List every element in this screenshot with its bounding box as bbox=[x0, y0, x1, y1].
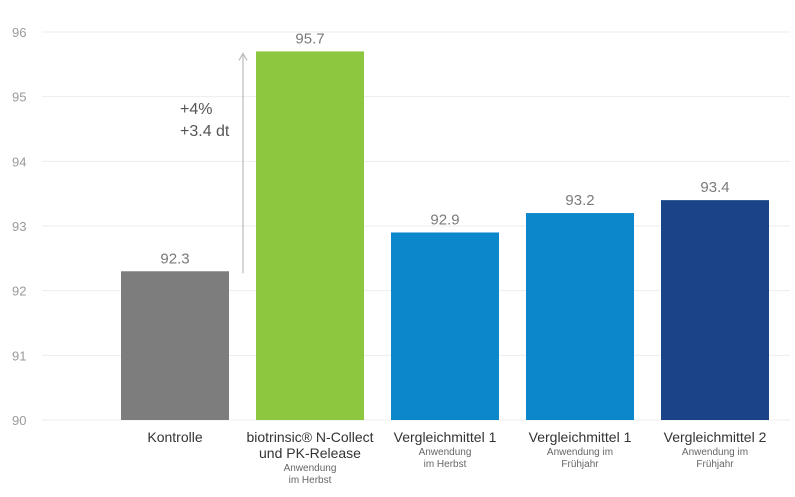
annotation: +4% +3.4 dt bbox=[180, 101, 230, 140]
bars bbox=[121, 51, 769, 421]
bar-0 bbox=[121, 271, 229, 420]
value-labels: 92.3 95.7 92.9 93.2 93.4 bbox=[160, 30, 729, 267]
annotation-line-0: +4% bbox=[180, 101, 212, 118]
category-sublabel-2-line-0: Anwendung bbox=[419, 447, 472, 458]
category-label-2-line-0: Vergleichmittel 1 bbox=[394, 429, 497, 445]
y-tick-label-0: 90 bbox=[12, 413, 26, 428]
category-sublabel-1-line-1: im Herbst bbox=[289, 475, 332, 486]
category-sublabel-1-line-0: Anwendung bbox=[284, 463, 337, 474]
category-label-4-line-0: Vergleichmittel 2 bbox=[664, 429, 767, 445]
value-label-0: 92.3 bbox=[160, 250, 189, 267]
bar-4 bbox=[661, 200, 769, 420]
category-sublabel-3-line-1: Frühjahr bbox=[561, 459, 599, 470]
category-label-3-line-0: Vergleichmittel 1 bbox=[529, 429, 632, 445]
category-sublabel-4-line-0: Anwendung im bbox=[682, 447, 748, 458]
annotation-line-1: +3.4 dt bbox=[180, 123, 230, 140]
category-sublabel-2-line-1: im Herbst bbox=[424, 459, 467, 470]
value-label-2: 92.9 bbox=[430, 211, 459, 228]
bar-1 bbox=[256, 51, 364, 421]
y-tick-label-1: 91 bbox=[12, 348, 26, 363]
arrow-head bbox=[238, 52, 248, 61]
value-label-4: 93.4 bbox=[700, 179, 729, 196]
y-tick-label-5: 95 bbox=[12, 90, 26, 105]
bar-3 bbox=[526, 213, 634, 420]
increase-arrow bbox=[238, 52, 248, 274]
value-label-3: 93.2 bbox=[565, 192, 594, 209]
y-tick-label-3: 93 bbox=[12, 219, 26, 234]
category-sublabel-4-line-1: Frühjahr bbox=[696, 459, 734, 470]
category-label-1-line-1: und PK-Release bbox=[259, 445, 361, 461]
value-label-1: 95.7 bbox=[295, 30, 324, 47]
category-label-0-line-0: Kontrolle bbox=[147, 429, 202, 445]
y-tick-label-2: 92 bbox=[12, 284, 26, 299]
bar-2 bbox=[391, 232, 499, 420]
category-label-1-line-0: biotrinsic® N-Collect bbox=[246, 429, 373, 445]
category-sublabel-3-line-0: Anwendung im bbox=[547, 447, 613, 458]
y-tick-label-4: 94 bbox=[12, 154, 26, 169]
y-tick-label-6: 96 bbox=[12, 25, 26, 40]
y-axis-ticks: 90 91 92 93 94 95 96 bbox=[12, 25, 26, 428]
